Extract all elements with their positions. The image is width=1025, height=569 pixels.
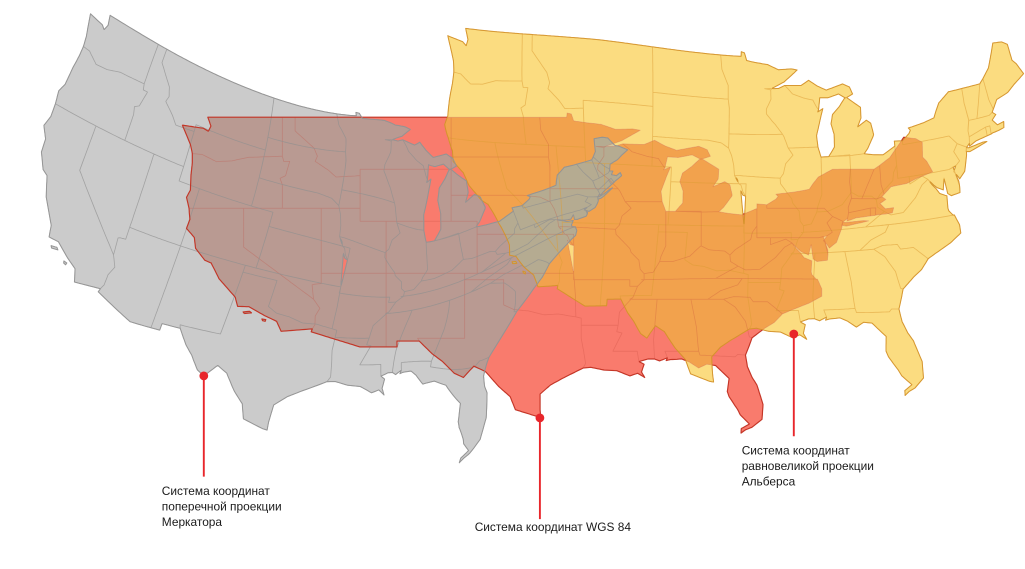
svg-text:равновеликой проекции: равновеликой проекции (742, 459, 874, 473)
svg-text:Система координат: Система координат (162, 484, 271, 498)
svg-text:Система координат WGS 84: Система координат WGS 84 (475, 520, 632, 534)
svg-text:Система координат: Система координат (742, 444, 851, 458)
svg-text:Меркатора: Меркатора (162, 515, 223, 529)
svg-text:поперечной проекции: поперечной проекции (162, 500, 282, 514)
svg-text:Альберса: Альберса (742, 474, 796, 488)
